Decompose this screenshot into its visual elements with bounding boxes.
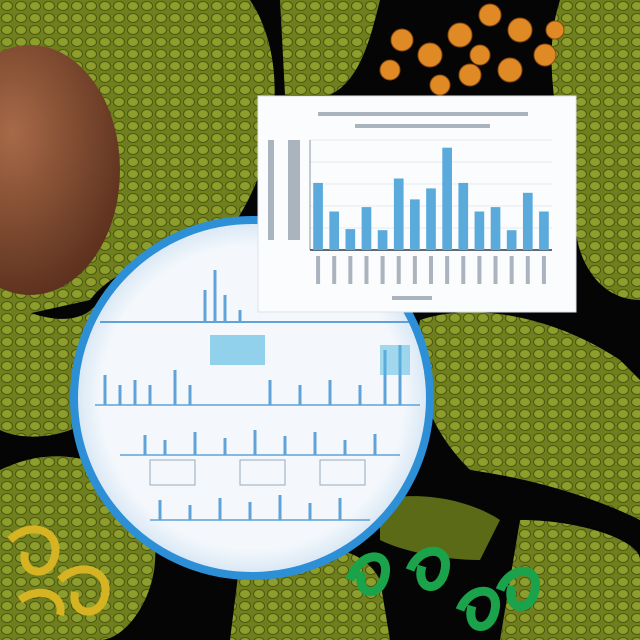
- illegible-label: [509, 256, 514, 284]
- bar: [458, 182, 469, 250]
- bar: [426, 188, 436, 250]
- illegible-text: [268, 112, 528, 300]
- bar: [329, 211, 340, 250]
- bar: [506, 230, 517, 250]
- illegible-label: [541, 256, 546, 284]
- bar: [345, 229, 356, 250]
- illegible-label: [396, 256, 401, 284]
- illegible-label: [525, 256, 530, 284]
- yellow-coils: [7, 525, 110, 616]
- illegible-label: [348, 256, 353, 284]
- illegible-label: [380, 256, 385, 284]
- bar: [474, 211, 485, 250]
- bar: [313, 182, 323, 250]
- orange-cluster: [379, 3, 565, 96]
- bar: [361, 207, 372, 250]
- bar: [442, 147, 452, 250]
- illegible-label: [364, 256, 369, 284]
- illegible-label: [429, 256, 433, 284]
- illegible-label: [461, 256, 466, 284]
- illegible-label: [477, 256, 482, 284]
- illegible-label: [332, 256, 337, 284]
- green-coils: [345, 546, 540, 631]
- bar: [410, 199, 420, 250]
- illegible-label: [493, 256, 498, 284]
- bar: [377, 230, 388, 250]
- bar: [522, 192, 533, 250]
- illegible-label: [412, 256, 417, 284]
- illegible-label: [316, 256, 321, 284]
- illegible-label: [445, 256, 450, 284]
- bar: [393, 178, 404, 250]
- bar: [539, 211, 549, 250]
- bar: [490, 207, 501, 250]
- egg: [0, 45, 120, 295]
